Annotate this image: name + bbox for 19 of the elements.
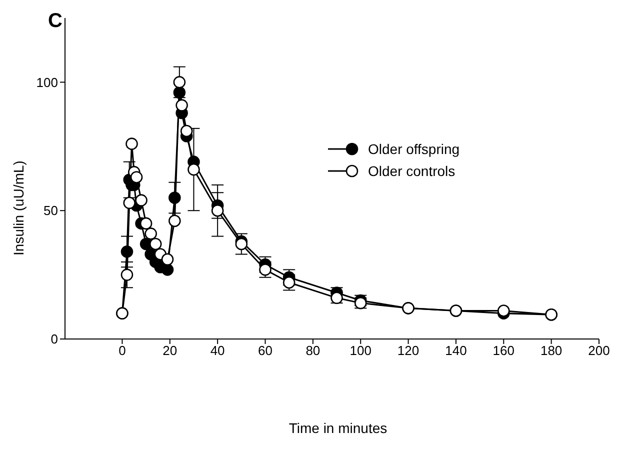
- x-axis-title: Time in minutes: [288, 420, 388, 436]
- legend-label: Older offspring: [368, 141, 460, 157]
- y-tick-label: 0: [50, 332, 58, 347]
- x-tick-label: 80: [306, 343, 320, 358]
- x-tick-label: 200: [588, 343, 610, 358]
- x-tick-label: 100: [350, 343, 372, 358]
- x-tick-label: 60: [258, 343, 272, 358]
- x-tick-label: 140: [445, 343, 467, 358]
- y-tick-label: 100: [36, 74, 58, 90]
- x-tick-label: 120: [397, 343, 420, 358]
- x-tick-label: 0: [118, 343, 126, 358]
- y-tick-label: 50: [44, 203, 58, 218]
- chart-title: C: [48, 10, 62, 33]
- x-tick-label: 40: [210, 343, 225, 358]
- x-tick-label: 20: [162, 343, 178, 358]
- x-tick-label: 160: [492, 343, 514, 358]
- x-tick-label: 180: [540, 343, 562, 358]
- y-axis-title: Insulin (uU/mL): [10, 160, 26, 256]
- legend-label: Older controls: [368, 163, 456, 179]
